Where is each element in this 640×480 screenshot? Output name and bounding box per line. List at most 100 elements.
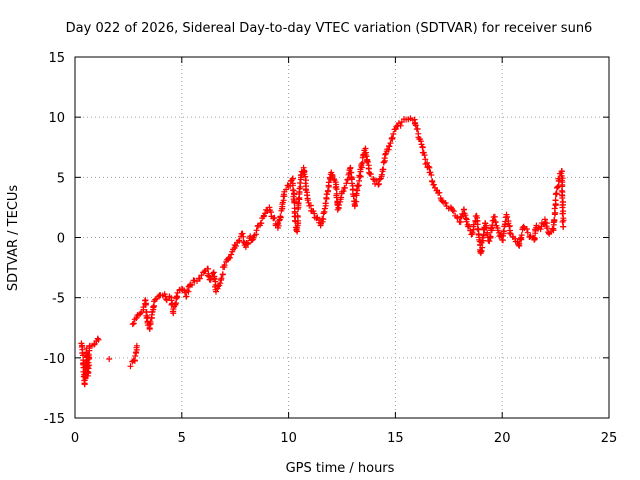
data-point [219, 271, 226, 278]
data-point [450, 208, 457, 215]
data-point [386, 143, 393, 150]
data-point [380, 166, 387, 173]
data-point [232, 243, 239, 249]
data-point [321, 205, 328, 212]
data-point [505, 218, 512, 224]
data-point [560, 223, 567, 230]
data-point [146, 321, 153, 328]
data-point [359, 159, 366, 166]
data-point [127, 363, 134, 370]
data-point [189, 281, 195, 288]
data-point [551, 205, 558, 212]
data-point [552, 197, 559, 204]
data-point [133, 315, 140, 321]
data-point [421, 152, 428, 159]
data-point [341, 185, 348, 191]
data-point [332, 184, 339, 191]
data-point [307, 202, 314, 209]
data-series-sdtvar [78, 115, 567, 388]
data-point [492, 219, 499, 226]
data-point [277, 214, 284, 221]
y-tick-label: -5 [52, 292, 65, 307]
x-tick-label: 20 [494, 431, 511, 446]
data-point [387, 140, 394, 147]
data-point [478, 248, 485, 255]
x-tick-label: 10 [280, 431, 297, 446]
data-point [322, 200, 329, 207]
data-point [506, 230, 513, 236]
data-point [354, 183, 361, 190]
data-point [518, 232, 525, 239]
data-point [132, 353, 139, 359]
data-point [85, 352, 92, 359]
data-point [297, 180, 303, 186]
data-point [347, 169, 354, 176]
data-point [524, 229, 531, 236]
data-point [303, 177, 309, 184]
data-point [95, 336, 102, 343]
data-point [376, 181, 382, 187]
data-point [217, 280, 224, 287]
data-point [436, 189, 443, 196]
y-tick-label: -10 [44, 352, 65, 367]
x-tick-label: 0 [71, 431, 79, 446]
data-point [442, 200, 449, 206]
data-point [302, 173, 309, 180]
data-point [483, 224, 490, 231]
x-axis-label: GPS time / hours [286, 461, 395, 476]
data-point [335, 202, 342, 208]
data-point [393, 123, 400, 130]
data-point [469, 229, 476, 236]
data-point [419, 144, 426, 151]
data-point [247, 233, 254, 240]
data-point [343, 180, 350, 187]
data-point [364, 158, 371, 165]
data-point [553, 191, 560, 197]
data-point [428, 172, 435, 178]
data-point [196, 275, 203, 282]
data-point [183, 293, 190, 300]
y-tick-label: 5 [57, 171, 65, 186]
data-point [389, 134, 396, 141]
data-point [367, 171, 374, 178]
data-point [236, 237, 243, 244]
grid-lines [75, 57, 609, 418]
x-axis-ticks: 0 5 10 15 20 25 [71, 57, 617, 446]
data-point [454, 215, 461, 222]
data-point [218, 275, 225, 282]
data-point [397, 122, 404, 129]
data-point [340, 188, 347, 195]
y-axis-ticks: -15 -10 -5 0 5 10 15 [44, 51, 609, 427]
chart-title: Day 022 of 2026, Sidereal Day-to-day VTE… [66, 21, 593, 36]
data-point [425, 163, 432, 170]
data-point [228, 251, 235, 258]
data-point [551, 216, 558, 223]
data-point [258, 220, 265, 227]
data-point [239, 230, 246, 237]
x-tick-label: 15 [387, 431, 404, 446]
data-point [390, 131, 397, 137]
data-point [560, 217, 567, 224]
data-point [130, 320, 137, 327]
data-point [370, 176, 377, 182]
data-point [129, 321, 136, 328]
data-point [358, 161, 365, 168]
data-point [515, 241, 522, 248]
data-point [487, 233, 494, 240]
data-point [380, 159, 387, 166]
data-point [353, 198, 360, 205]
data-point [321, 208, 328, 215]
data-point [91, 341, 98, 348]
y-tick-label: 0 [57, 232, 65, 247]
x-tick-label: 5 [178, 431, 186, 446]
data-point [147, 320, 154, 327]
data-point [324, 188, 331, 195]
data-point [211, 275, 218, 282]
data-point [289, 180, 296, 187]
data-point [240, 233, 247, 240]
data-point [271, 214, 278, 221]
data-point [245, 239, 252, 246]
data-point [253, 227, 260, 234]
data-point [84, 370, 91, 376]
